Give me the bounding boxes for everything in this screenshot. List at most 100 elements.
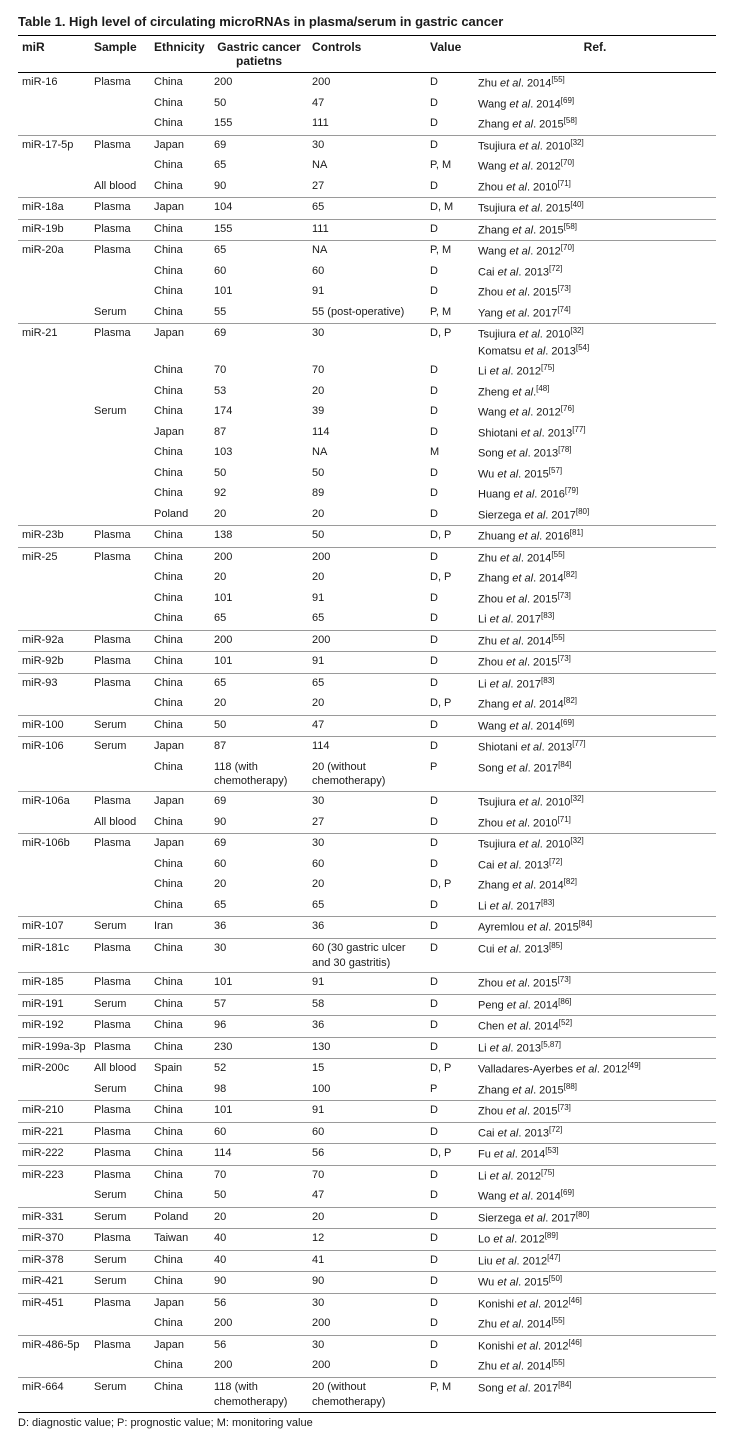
cell-controls: 70 xyxy=(308,361,426,382)
table-row: miR-106aPlasmaJapan6930DTsujiura et al. … xyxy=(18,792,716,813)
cell-ref: Fu et al. 2014[53] xyxy=(474,1144,716,1166)
cell-value: D xyxy=(426,1186,474,1207)
cell-ref: Chen et al. 2014[52] xyxy=(474,1016,716,1038)
cell-sample xyxy=(90,568,150,589)
cell-mir xyxy=(18,443,90,464)
cell-sample: All blood xyxy=(90,1059,150,1080)
cell-value: D xyxy=(426,994,474,1016)
cell-ref: Zhu et al. 2014[55] xyxy=(474,73,716,94)
cell-value: D xyxy=(426,135,474,156)
cell-value: D xyxy=(426,813,474,834)
cell-ref: Sierzega et al. 2017[80] xyxy=(474,505,716,526)
cell-controls: 111 xyxy=(308,219,426,241)
cell-sample xyxy=(90,589,150,610)
cell-mir xyxy=(18,177,90,198)
table-row: miR-18aPlasmaJapan10465D, MTsujiura et a… xyxy=(18,198,716,220)
cell-sample: Serum xyxy=(90,715,150,737)
cell-controls: 30 xyxy=(308,324,426,362)
cell-patients: 90 xyxy=(210,1272,308,1294)
table-row: miR-222PlasmaChina11456D, PFu et al. 201… xyxy=(18,1144,716,1166)
cell-patients: 50 xyxy=(210,1186,308,1207)
cell-patients: 69 xyxy=(210,135,308,156)
table-row: SerumChina5555 (post-operative)P, MYang … xyxy=(18,303,716,324)
cell-mir: miR-200c xyxy=(18,1059,90,1080)
cell-controls: 60 xyxy=(308,1122,426,1144)
cell-sample xyxy=(90,505,150,526)
cell-ethnicity: Taiwan xyxy=(150,1229,210,1251)
cell-mir xyxy=(18,262,90,283)
cell-patients: 50 xyxy=(210,464,308,485)
cell-ethnicity: China xyxy=(150,1272,210,1294)
cell-sample xyxy=(90,361,150,382)
cell-sample xyxy=(90,1314,150,1335)
cell-value: D xyxy=(426,1207,474,1229)
cell-value: D xyxy=(426,1293,474,1314)
table-row: SerumChina17439DWang et al. 2012[76] xyxy=(18,402,716,423)
cell-controls: 47 xyxy=(308,715,426,737)
cell-ethnicity: China xyxy=(150,114,210,135)
cell-ref: Zhu et al. 2014[55] xyxy=(474,1314,716,1335)
col-patients: Gastric cancer patietns xyxy=(210,36,308,73)
table-row: miR-107SerumIran3636DAyremlou et al. 201… xyxy=(18,917,716,939)
cell-sample xyxy=(90,94,150,115)
cell-mir xyxy=(18,1314,90,1335)
cell-controls: 20 (without chemotherapy) xyxy=(308,1377,426,1412)
table-row: miR-93PlasmaChina6565DLi et al. 2017[83] xyxy=(18,673,716,694)
cell-value: D, P xyxy=(426,694,474,715)
cell-patients: 101 xyxy=(210,973,308,995)
cell-sample: Serum xyxy=(90,737,150,758)
cell-controls: 90 xyxy=(308,1272,426,1294)
cell-controls: NA xyxy=(308,443,426,464)
cell-ref: Cai et al. 2013[72] xyxy=(474,1122,716,1144)
cell-ref: Shiotani et al. 2013[77] xyxy=(474,423,716,444)
cell-value: D xyxy=(426,792,474,813)
table-row: miR-192PlasmaChina9636DChen et al. 2014[… xyxy=(18,1016,716,1038)
cell-patients: 200 xyxy=(210,1314,308,1335)
cell-mir xyxy=(18,758,90,792)
cell-ethnicity: China xyxy=(150,1377,210,1412)
cell-value: D xyxy=(426,938,474,973)
cell-sample: Plasma xyxy=(90,1293,150,1314)
cell-ref: Li et al. 2017[83] xyxy=(474,673,716,694)
table-row: China5320DZheng et al.[48] xyxy=(18,382,716,403)
cell-value: D xyxy=(426,262,474,283)
cell-patients: 101 xyxy=(210,282,308,303)
cell-ethnicity: China xyxy=(150,382,210,403)
cell-value: D, P xyxy=(426,1059,474,1080)
cell-controls: 20 xyxy=(308,875,426,896)
cell-patients: 53 xyxy=(210,382,308,403)
cell-ref: Shiotani et al. 2013[77] xyxy=(474,737,716,758)
cell-mir: miR-25 xyxy=(18,547,90,568)
cell-controls: 114 xyxy=(308,423,426,444)
cell-ethnicity: China xyxy=(150,282,210,303)
cell-ref: Huang et al. 2016[79] xyxy=(474,484,716,505)
table-row: miR-370PlasmaTaiwan4012DLo et al. 2012[8… xyxy=(18,1229,716,1251)
cell-ref: Lo et al. 2012[89] xyxy=(474,1229,716,1251)
cell-value: D xyxy=(426,917,474,939)
cell-patients: 20 xyxy=(210,505,308,526)
cell-patients: 230 xyxy=(210,1037,308,1059)
cell-value: P, M xyxy=(426,156,474,177)
cell-ethnicity: Japan xyxy=(150,423,210,444)
cell-value: D, P xyxy=(426,875,474,896)
cell-controls: 60 (30 gastric ulcer and 30 gastritis) xyxy=(308,938,426,973)
cell-mir xyxy=(18,505,90,526)
table-row: miR-451PlasmaJapan5630DKonishi et al. 20… xyxy=(18,1293,716,1314)
cell-ethnicity: Spain xyxy=(150,1059,210,1080)
cell-controls: 20 xyxy=(308,568,426,589)
cell-patients: 57 xyxy=(210,994,308,1016)
cell-value: D xyxy=(426,94,474,115)
cell-value: D, P xyxy=(426,324,474,362)
cell-ethnicity: China xyxy=(150,464,210,485)
cell-sample xyxy=(90,694,150,715)
table-row: China5047DWang et al. 2014[69] xyxy=(18,94,716,115)
cell-mir xyxy=(18,875,90,896)
cell-ethnicity: China xyxy=(150,1165,210,1186)
cell-ref: Sierzega et al. 2017[80] xyxy=(474,1207,716,1229)
cell-value: M xyxy=(426,443,474,464)
cell-controls: 65 xyxy=(308,609,426,630)
cell-ethnicity: China xyxy=(150,547,210,568)
cell-ref: Tsujiura et al. 2010[32] xyxy=(474,834,716,855)
cell-ethnicity: Poland xyxy=(150,505,210,526)
cell-patients: 20 xyxy=(210,568,308,589)
